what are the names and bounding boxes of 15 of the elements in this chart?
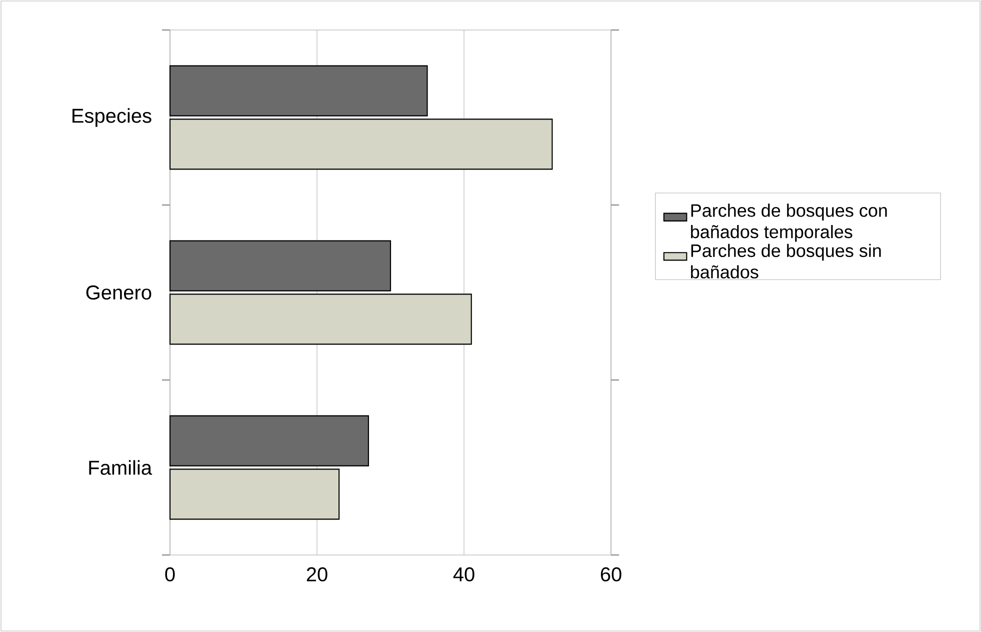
y-tick-label: Familia [89,460,152,475]
x-tick-label: 0 [165,567,175,582]
x-tick-label: 40 [453,567,474,582]
x-tick-label: 20 [306,567,328,582]
bar [169,468,340,520]
legend-label: Parches de bosques sin bañados [691,244,881,278]
legend-label: Parches de bosques con bañados temporales [691,204,887,242]
x-tick-label: 60 [600,567,622,582]
bar [169,415,369,466]
bar [169,240,392,292]
bar [169,294,472,345]
y-tick-label: Genero [86,285,152,300]
y-tick-label: Especies [72,108,152,127]
bar [169,118,553,170]
bar [169,65,428,116]
